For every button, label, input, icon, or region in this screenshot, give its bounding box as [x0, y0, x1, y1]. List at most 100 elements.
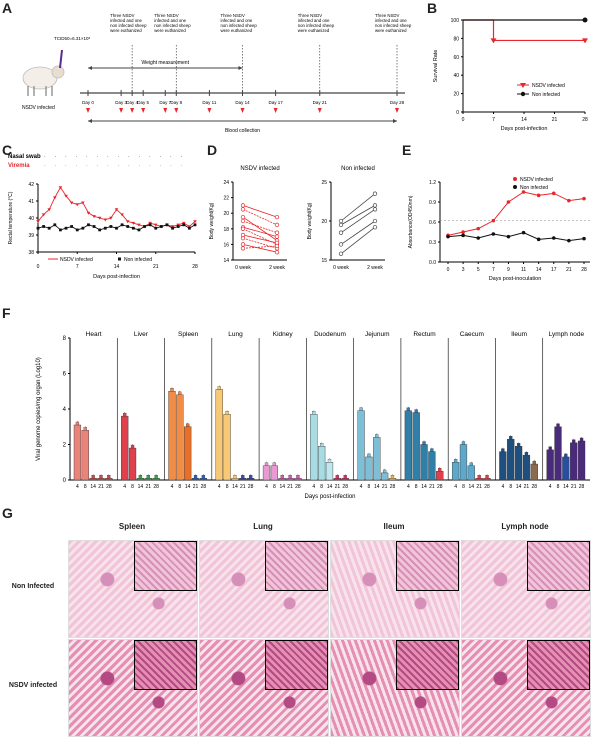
c-point-1-18: [137, 228, 141, 232]
c-viremia-dot-0: ·: [44, 163, 46, 169]
e-point-0-7: [551, 191, 556, 196]
f-organ-label-9: Ileum: [511, 331, 527, 338]
timeline-day-8: Day 17: [268, 100, 283, 105]
c-nasal-dot-9: ·: [139, 154, 141, 160]
f-point-4-1: [272, 462, 277, 466]
f-bar-3-2: [231, 478, 239, 481]
c-point-1-15: [120, 223, 124, 227]
e-point-0-1: [461, 230, 465, 234]
b-ytick-label-4: 80: [453, 36, 459, 42]
f-xtick-label-3-1: 8: [226, 484, 229, 490]
d-line-infected-9: [242, 245, 278, 249]
f-xtick-label-5-3: 21: [335, 484, 341, 490]
c-point-0-18: [137, 223, 141, 227]
f-xtick-label-2-0: 4: [171, 484, 174, 490]
f-ytick-label-1: 2: [63, 443, 67, 449]
e-point-0-3: [491, 218, 496, 223]
d-point-b-noninfected-0: [372, 191, 378, 196]
c-legend-noninfected: Non infected: [124, 257, 152, 263]
f-xtick-label-0-1: 8: [84, 484, 87, 490]
event-text-1: Three NSDV infected and one non infected s…: [154, 13, 191, 33]
event-line-0-0: Three NSDV: [110, 13, 134, 18]
d-ytick-label-noninfected-0: 15: [321, 258, 327, 264]
f-point-2-1: [178, 391, 182, 395]
f-xtick-label-9-1: 8: [509, 484, 512, 490]
f-organ-label-7: Rectum: [413, 331, 435, 338]
viral-genome-chart: 0 2 4 6 8 Viral genome copies/mg organ (Log10…: [36, 331, 590, 500]
c-point-1-26: [182, 223, 186, 227]
d-line-noninfected-1: [340, 205, 376, 226]
f-bar-9-4: [530, 463, 538, 481]
f-point-2-2: [186, 423, 190, 427]
event-line-2-0: Three NSDV: [221, 13, 245, 18]
d-point-a-infected-3: [240, 218, 246, 224]
d-point-b-infected-3: [274, 230, 280, 235]
d-ytick-label-noninfected-2: 25: [321, 180, 327, 186]
f-point-0-3: [99, 475, 103, 479]
b-point-infected-28: [582, 38, 588, 44]
blood-arrow-9: [317, 108, 322, 113]
d-point-a-noninfected-4: [338, 251, 344, 256]
c-point-0-4: [58, 186, 63, 190]
f-bar-4-2: [278, 478, 286, 481]
g-column-title-1: Lung: [253, 522, 273, 531]
d-line-infected-7: [242, 237, 278, 249]
panel-b: B 0 20 40 60 80 100 0 7 14 21 28 Days post-infectio…: [425, 0, 600, 140]
e-point-1-3: [491, 232, 496, 236]
d-xtick-label-noninfected-0: 0 week: [333, 265, 349, 271]
f-xtick-label-8-0: 4: [454, 484, 457, 490]
histology-image-1-3: [461, 639, 591, 737]
d-point-b-noninfected-2: [372, 207, 378, 212]
d-ytick-label-infected-0: 14: [223, 258, 229, 264]
f-point-8-0: [453, 459, 458, 463]
c-legend-mark-noninfected: [118, 257, 121, 261]
c-point-0-7: [75, 203, 80, 207]
d-point-b-noninfected-4: [372, 225, 378, 230]
e-point-1-4: [506, 234, 511, 239]
f-point-9-0: [501, 448, 505, 452]
f-point-0-2: [91, 475, 95, 479]
e-point-1-9: [582, 236, 586, 241]
f-xtick-label-5-1: 8: [320, 484, 323, 490]
f-xtick-label-3-2: 14: [232, 484, 238, 490]
e-ytick-label-2: 0.6: [429, 220, 436, 226]
f-point-8-4: [485, 475, 489, 479]
c-point-0-13: [109, 216, 113, 220]
panel-f-label: F: [2, 305, 11, 321]
c-viremia-dot-2: ·: [65, 163, 67, 169]
f-xtick-label-5-2: 14: [327, 484, 333, 490]
f-bar-4-0: [262, 465, 271, 481]
e-point-1-7: [551, 236, 556, 240]
e-xtick-label-4: 9: [507, 267, 510, 273]
timeline-day-0: Day 0: [82, 100, 94, 105]
f-bar-3-1: [223, 414, 231, 481]
event-line-4-1: infected and one: [375, 18, 407, 23]
timeline-day-5: Day 8: [170, 100, 182, 105]
d-line-noninfected-0: [340, 193, 376, 222]
histology-inset-0-0: [133, 541, 197, 591]
e-xtick-label-1: 3: [462, 267, 465, 273]
event-line-0-2: non infected sheep: [110, 23, 147, 28]
b-legend-infected: NSDV infected: [532, 83, 565, 89]
c-point-0-16: [125, 220, 130, 224]
e-ytick-label-1: 0.3: [429, 240, 436, 246]
e-point-1-0: [446, 234, 450, 239]
f-xtick-label-3-0: 4: [218, 484, 221, 490]
histology-inset-1-0: [133, 640, 197, 690]
f-point-6-0: [359, 407, 363, 411]
blood-arrow-5: [174, 108, 179, 113]
blood-arrow-3: [141, 108, 146, 113]
d-point-a-infected-1: [240, 207, 246, 212]
f-xtick-label-4-0: 4: [265, 484, 268, 490]
f-point-3-3: [241, 475, 245, 479]
c-point-1-4: [59, 228, 62, 232]
f-point-2-0: [170, 388, 174, 392]
f-bar-5-1: [318, 446, 326, 481]
event-line-1-0: Three NSDV: [154, 13, 178, 18]
f-xtick-label-1-0: 4: [123, 484, 126, 490]
f-ylabel: Viral genome copies/mg organ (Log10): [36, 357, 42, 461]
g-row-title-1: NSDV infected: [8, 682, 58, 689]
d-line-infected-4: [242, 226, 278, 237]
e-series-1: [447, 232, 585, 242]
c-viremia-dot-11: ·: [160, 163, 162, 169]
